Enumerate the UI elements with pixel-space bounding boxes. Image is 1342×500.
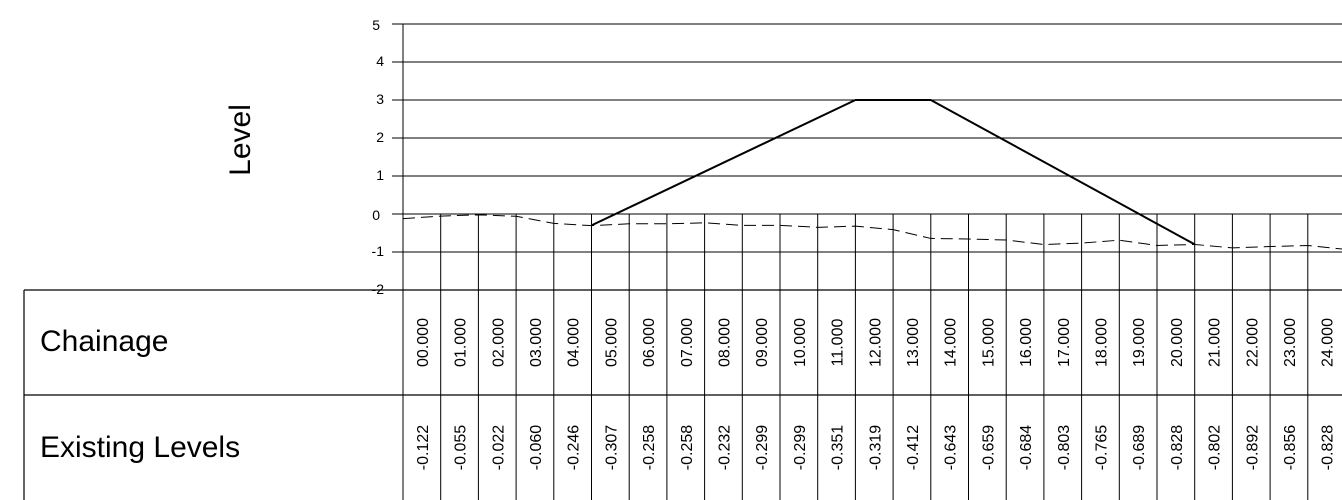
y-tick-label: 0 (372, 207, 380, 223)
y-tick-label: 3 (376, 91, 384, 107)
chainage-cell: 02.000 (490, 318, 507, 367)
chainage-cell: 18.000 (1093, 318, 1110, 367)
existing-level-cell: -0.246 (566, 425, 583, 470)
chainage-cell: 08.000 (716, 318, 733, 367)
existing-level-cell: -0.802 (1207, 425, 1224, 470)
existing-level-cell: -0.765 (1093, 425, 1110, 470)
existing-level-cell: -0.689 (1131, 425, 1148, 470)
grid-lines (392, 23, 1342, 500)
chainage-cell: 13.000 (905, 318, 922, 367)
chainage-cell: 10.000 (792, 318, 809, 367)
existing-level-cell: -0.643 (943, 425, 960, 470)
chainage-cell: 23.000 (1282, 318, 1299, 367)
chainage-cell: 16.000 (1018, 318, 1035, 367)
existing-level-cell: -0.828 (1320, 425, 1337, 470)
chainage-cell: 22.000 (1244, 318, 1261, 367)
existing-level-cell: -0.828 (1169, 425, 1186, 470)
proposed-profile-line (591, 99, 1196, 246)
chainage-cell: 17.000 (1056, 318, 1073, 367)
existing-level-cell: -0.319 (867, 425, 884, 470)
existing-level-cell: -0.299 (792, 425, 809, 470)
existing-level-cell: -0.351 (830, 425, 847, 470)
chainage-cell: 07.000 (679, 318, 696, 367)
existing-level-cell: -0.803 (1056, 425, 1073, 470)
y-tick-label: -2 (372, 281, 385, 297)
chainage-cell: 19.000 (1131, 318, 1148, 367)
chainage-row-label: Chainage (40, 325, 168, 358)
existing-level-cell: -0.122 (415, 425, 432, 470)
chainage-cell: 04.000 (566, 318, 583, 367)
y-tick-label: 4 (376, 53, 384, 69)
chainage-cell: 01.000 (453, 318, 470, 367)
chainage-cell: 03.000 (528, 318, 545, 367)
chainage-cell: 05.000 (603, 318, 620, 367)
chainage-cell: 09.000 (754, 318, 771, 367)
chainage-cell: 06.000 (641, 318, 658, 367)
plot-series (402, 99, 1342, 250)
y-tick-label: 5 (372, 17, 380, 33)
chainage-cell: 15.000 (980, 318, 997, 367)
existing-level-cell: -0.856 (1282, 425, 1299, 470)
existing-level-cell: -0.055 (453, 425, 470, 470)
existing-level-cell: -0.022 (490, 425, 507, 470)
y-tick-label: 1 (376, 167, 384, 183)
y-axis: 5 4 3 2 1 0 -1 -2 (372, 17, 404, 500)
y-tick-label: -1 (372, 243, 385, 259)
existing-level-cell: -0.412 (905, 425, 922, 470)
existing-level-cell: -0.659 (980, 425, 997, 470)
y-tick-label: 2 (376, 129, 384, 145)
existing-level-cell: -0.892 (1244, 425, 1261, 470)
existing-level-cell: -0.060 (528, 425, 545, 470)
existing-level-cell: -0.307 (603, 425, 620, 470)
existing-levels-line (402, 214, 1342, 250)
existing-level-cell: -0.258 (679, 425, 696, 470)
existing-level-cell: -0.684 (1018, 425, 1035, 470)
chainage-cell: 14.000 (943, 318, 960, 367)
y-axis-label: Level (224, 104, 257, 176)
chainage-cell: 00.000 (415, 318, 432, 367)
existing-level-cell: -0.232 (716, 425, 733, 470)
chainage-cell: 24.000 (1320, 318, 1337, 367)
existing-level-cell: -0.299 (754, 425, 771, 470)
existing-levels-row-label: Existing Levels (40, 431, 240, 464)
chainage-cell: 21.000 (1207, 318, 1224, 367)
existing-level-cell: -0.258 (641, 425, 658, 470)
chainage-cell: 20.000 (1169, 318, 1186, 367)
chainage-cell: 12.000 (867, 318, 884, 367)
data-table: 00.000 01.000 02.000 03.000 04.000 05.000 06.0… (23, 289, 1342, 500)
chainage-cell: 11.000 (830, 319, 847, 367)
